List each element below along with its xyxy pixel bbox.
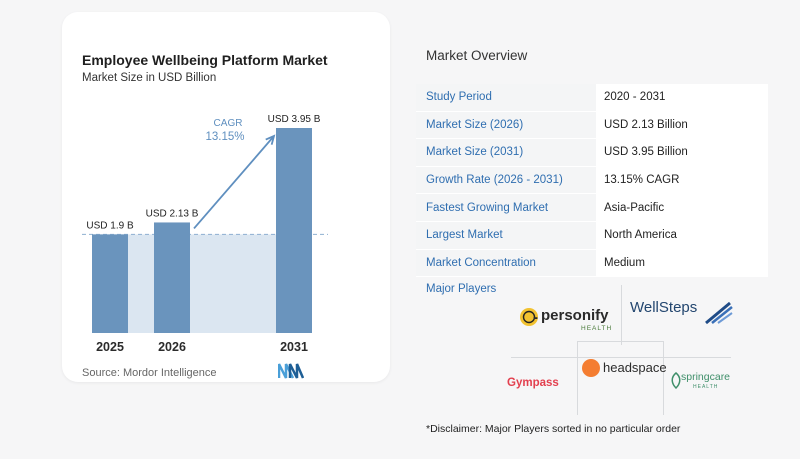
market-overview-panel: Market Overview Study Period 2020 - 2031 M… [416,0,776,459]
wellsteps-logo: WellSteps [630,299,733,325]
overview-label: Growth Rate (2026 - 2031) [416,166,596,194]
overview-value: USD 3.95 Billion [596,139,768,166]
grid-divider [663,341,664,415]
overview-row: Fastest Growing Market Asia-Pacific [416,194,768,222]
overview-value: 2020 - 2031 [596,84,768,111]
data-label-2025: USD 1.9 B [86,220,134,231]
headspace-name: headspace [603,360,667,375]
overview-label: Market Size (2031) [416,139,596,166]
overview-label: Fastest Growing Market [416,194,596,221]
disclaimer: *Disclaimer: Major Players sorted in no … [426,423,681,435]
personify-logo: - personify HEALTH [519,303,623,336]
gympass-name: Gympass [507,377,559,389]
springcare-icon [671,372,681,389]
cagr-arrow-head [265,134,276,145]
personify-name: personify [541,307,609,324]
bar-2031 [276,128,312,333]
overview-row: Market Concentration Medium [416,249,768,278]
gympass-logo: Gympass [507,373,559,391]
x-tick-2025: 2025 [96,340,124,354]
overview-row: Study Period 2020 - 2031 [416,84,768,112]
overview-label: Largest Market [416,221,596,249]
overview-label: Market Size (2026) [416,111,596,139]
wellsteps-icon [705,301,733,325]
grid-divider [621,285,622,345]
headspace-icon [582,359,600,377]
data-label-2031: USD 3.95 B [268,114,321,125]
springcare-name: springcare [681,371,731,383]
overview-value: North America [596,221,768,249]
cagr-arrow [193,135,275,230]
overview-row: Growth Rate (2026 - 2031) 13.15% CAGR [416,166,768,195]
overview-row: Market Size (2026) USD 2.13 Billion [416,111,768,140]
personify-icon: - [520,308,538,326]
overview-value: Asia-Pacific [596,194,768,221]
personify-sub: HEALTH [581,325,613,332]
springcare-sub: HEALTH [693,384,719,390]
bar-2025 [92,234,128,333]
players-grid: - personify HEALTH WellSteps Gympass hea… [507,285,733,415]
cagr-label: CAGR [214,118,243,129]
overview-value: USD 2.13 Billion [596,111,768,139]
wellsteps-name: WellSteps [630,299,698,316]
grid-divider [577,341,663,342]
overview-table: Study Period 2020 - 2031 Market Size (2026… [416,84,768,278]
source-text: Source: Mordor Intelligence [82,367,217,379]
overview-value: Medium [596,249,768,277]
cagr-value: 13.15% [205,131,244,143]
x-tick-2031: 2031 [280,340,308,354]
overview-row: Largest Market North America [416,221,768,250]
grid-divider [511,357,731,358]
chart-title: Employee Wellbeing Platform Market [82,52,328,68]
bar-2026 [154,222,190,333]
grid-divider [577,341,578,415]
x-tick-2026: 2026 [158,340,186,354]
overview-label: Market Concentration [416,249,596,277]
overview-row: Market Size (2031) USD 3.95 Billion [416,139,768,167]
chart-subtitle: Market Size in USD Billion [82,72,217,84]
mordor-logo-icon [278,363,304,379]
data-label-2026: USD 2.13 B [146,208,199,219]
overview-label: Study Period [416,84,596,111]
svg-text:-: - [533,309,538,326]
overview-value: 13.15% CAGR [596,166,768,194]
overview-title: Market Overview [426,48,528,63]
bar-chart: USD 1.9 B 2025 USD 2.13 B 2026 USD 3.95 B 203… [82,114,328,354]
players-title: Major Players [426,283,497,295]
